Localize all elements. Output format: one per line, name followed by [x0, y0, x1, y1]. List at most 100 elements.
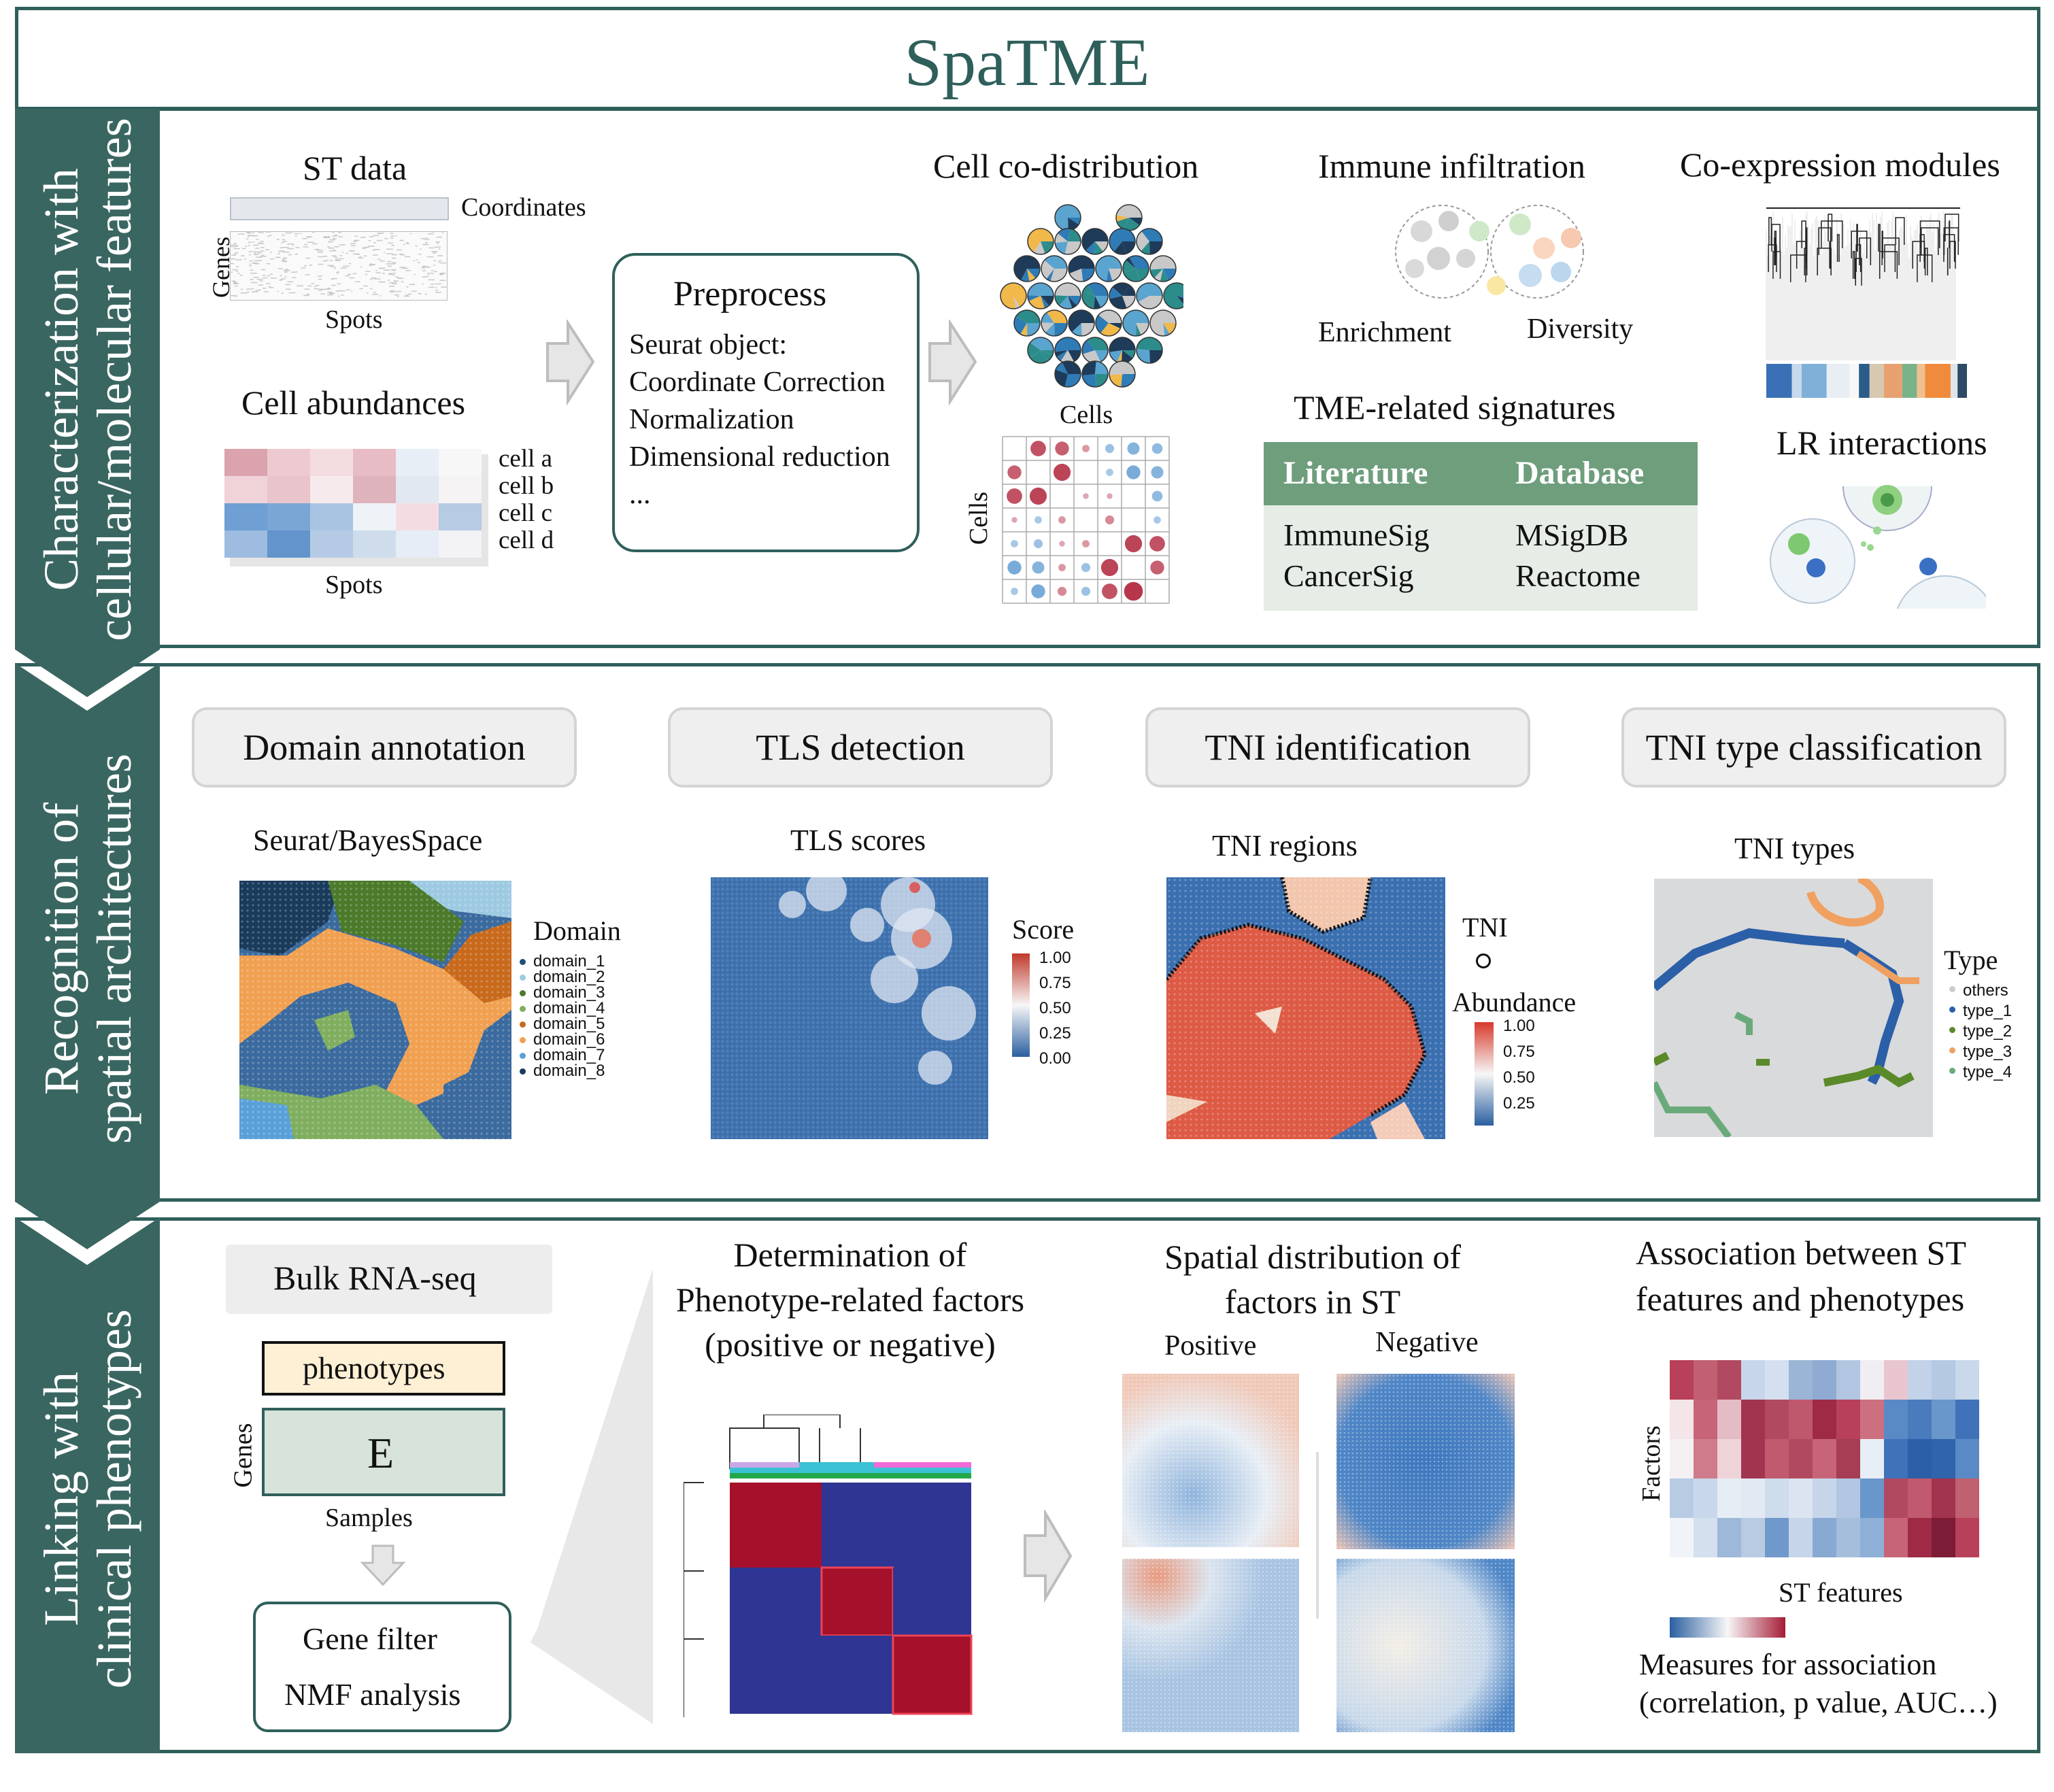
table-cell-msigdb: MSigDB — [1515, 518, 1629, 552]
type-legend-label: others — [1963, 981, 2008, 1000]
expression-matrix-box — [262, 1408, 505, 1496]
table-cell-immunesig: ImmuneSig — [1283, 518, 1430, 552]
section3-label: Linking with clinical phenotypes — [33, 1309, 141, 1689]
spots-label: Spots — [325, 305, 383, 334]
domain-legend-label: domain_3 — [533, 983, 605, 1002]
coexpression-label: Co-expression modules — [1680, 146, 2000, 184]
domain-legend-item: domain_4 — [518, 999, 605, 1017]
nmf-label: NMF analysis — [284, 1677, 461, 1712]
type-legend-dot — [1949, 1027, 1955, 1033]
down-arrow — [360, 1544, 406, 1587]
table-cell-reactome: Reactome — [1515, 558, 1640, 593]
tni-legend-title: TNI — [1462, 912, 1508, 943]
domain-legend-item: domain_8 — [518, 1063, 605, 1079]
positive-label: Positive — [1164, 1330, 1257, 1362]
sidebar-chevrons — [15, 109, 160, 1753]
samples-label: Samples — [325, 1504, 413, 1532]
domain-map — [239, 881, 511, 1139]
spots-label-2: Spots — [325, 571, 383, 599]
domain-legend-dot — [520, 959, 526, 965]
negative-label: Negative — [1375, 1327, 1479, 1358]
abundance-ticks: 1.00 0.75 0.50 0.25 — [1503, 1017, 1535, 1113]
type-legend-label: type_3 — [1963, 1043, 2013, 1061]
tni-legend-marker — [1476, 953, 1491, 968]
section1-label: Characterization with cellular/molecular … — [33, 117, 141, 641]
spatial-distribution-title: Spatial distribution of factors in ST — [1164, 1238, 1462, 1321]
spatial-factor-maps — [1122, 1374, 1515, 1732]
score-ticks: 1.00 0.75 0.50 0.25 0.00 — [1039, 949, 1071, 1068]
lr-interactions-label: LR interactions — [1777, 424, 1987, 462]
association-title: Association between ST features and pheno… — [1636, 1234, 1967, 1318]
type-legend-dot — [1949, 1068, 1955, 1074]
domain-legend-item: domain_7 — [518, 1046, 605, 1064]
type-legend-title: Type — [1944, 945, 1998, 975]
score-colorbar — [1012, 953, 1030, 1057]
domain-legend-dot — [520, 975, 526, 981]
table-header-database: Database — [1515, 455, 1645, 491]
tls-score-map — [711, 877, 988, 1139]
st-features-label: ST features — [1779, 1577, 1903, 1608]
factors-label: Factors — [1636, 1425, 1666, 1502]
type-legend-item: type_3 — [1948, 1042, 2012, 1062]
domain-legend: domain_1 domain_2 domain_3 domain_4 domain_5… — [518, 953, 605, 1079]
domain-legend-label: domain_7 — [533, 1046, 605, 1064]
sub-tni-types: TNI types — [1734, 832, 1855, 865]
immune-infiltration-label: Immune infiltration — [1318, 147, 1585, 185]
preprocess-title: Preprocess — [673, 275, 827, 314]
diversity-label: Diversity — [1527, 314, 1634, 345]
genes-label-s3: Genes — [229, 1423, 258, 1488]
pill-tls-detection: TLS detection — [668, 707, 1053, 788]
bulk-rnaseq-label: Bulk RNA-seq — [273, 1259, 477, 1297]
type-legend-item: type_1 — [1948, 1001, 2012, 1021]
domain-legend-label: domain_2 — [533, 968, 605, 986]
domain-legend-label: domain_4 — [533, 999, 605, 1017]
type-legend-dot — [1949, 986, 1955, 992]
preprocess-box — [612, 253, 920, 552]
pill-domain-annotation: Domain annotation — [192, 707, 577, 788]
signature-table-header — [1264, 442, 1698, 505]
section2-label: Recognition of spatial architectures — [33, 754, 141, 1144]
signature-table-body — [1264, 505, 1698, 611]
cell-codistribution-label: Cell co-distribution — [933, 147, 1199, 185]
type-legend-item: others — [1948, 981, 2012, 1001]
domain-legend-item: domain_2 — [518, 969, 605, 985]
nmf-consensus-heatmap — [684, 1415, 973, 1717]
domain-legend-label: domain_1 — [533, 952, 605, 970]
tme-signatures-label: TME-related signatures — [1294, 388, 1616, 426]
association-colorbar — [1670, 1617, 1785, 1638]
arrow-1 — [546, 320, 595, 406]
pie-cluster — [1000, 204, 1183, 388]
score-legend-title: Score — [1012, 914, 1075, 945]
lr-interaction-icon — [1770, 485, 1986, 609]
sub-seurat-bayesspace: Seurat/BayesSpace — [253, 824, 483, 857]
arrow-2 — [928, 320, 977, 406]
domain-legend-label: domain_8 — [533, 1062, 605, 1080]
type-legend-label: type_4 — [1963, 1063, 2013, 1081]
type-legend-item: type_4 — [1948, 1062, 2012, 1083]
association-heatmap — [1670, 1360, 1979, 1557]
type-legend: others type_1 type_2 type_3 type_4 — [1948, 981, 2012, 1083]
phenotypes-label: phenotypes — [303, 1351, 445, 1385]
dendrogram — [1766, 207, 1967, 398]
domain-legend-label: domain_6 — [533, 1030, 605, 1049]
gene-filter-label: Gene filter — [303, 1621, 437, 1656]
cell-abundances-label: Cell abundances — [241, 384, 466, 422]
immune-cells-icon — [1395, 205, 1584, 299]
zoom-wedge — [531, 1268, 653, 1724]
pill-tni-identification: TNI identification — [1145, 707, 1530, 788]
correlation-matrix — [1002, 436, 1170, 604]
domain-legend-dot — [520, 1053, 526, 1059]
coordinates-label: Coordinates — [461, 193, 586, 222]
domain-legend-label: domain_5 — [533, 1015, 605, 1033]
type-legend-dot — [1949, 1007, 1955, 1013]
type-legend-dot — [1949, 1047, 1955, 1053]
domain-legend-title: Domain — [533, 915, 621, 946]
domain-legend-item: domain_5 — [518, 1016, 605, 1032]
domain-legend-item: domain_6 — [518, 1030, 605, 1049]
phenotypes-box — [262, 1341, 505, 1396]
domain-legend-dot — [520, 1021, 526, 1028]
domain-legend-dot — [520, 1068, 526, 1075]
gene-filter-box — [253, 1602, 511, 1732]
table-header-literature: Literature — [1283, 455, 1428, 491]
cells-y-label: Cells — [964, 491, 994, 545]
